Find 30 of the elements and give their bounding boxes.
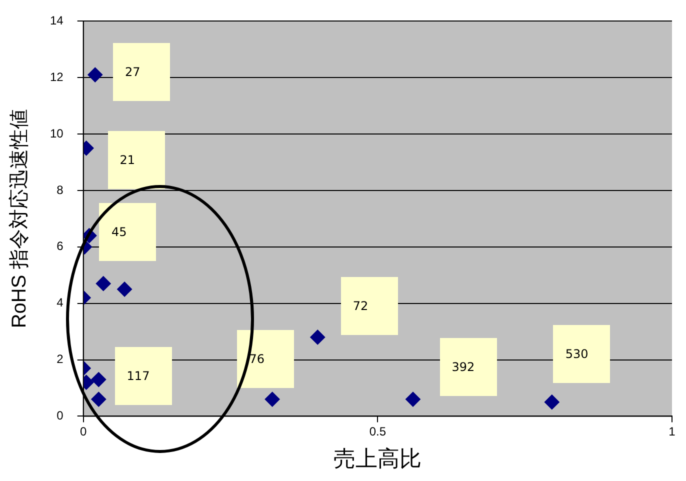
point (117, 282, 132, 297)
note-box: 45 (99, 202, 156, 261)
note-box: 21 (108, 130, 165, 189)
point (310, 330, 326, 345)
y-tick-label: 8 (56, 182, 64, 197)
y-tick-label: 10 (50, 126, 64, 140)
x-tick-label: 0 (80, 424, 88, 439)
x-axis-title: 売上高比 (334, 446, 422, 471)
note-box: 27 (113, 43, 170, 102)
y-tick-label: 4 (56, 296, 64, 310)
y-tick-label: 2 (56, 352, 64, 366)
point (88, 67, 103, 82)
point (91, 372, 106, 388)
y-tick-label: 6 (56, 239, 64, 254)
point (544, 394, 560, 410)
point (405, 392, 420, 407)
x-tick-label: 0.5 (369, 424, 386, 439)
point (91, 392, 106, 407)
y-tick-label: 0 (56, 408, 64, 423)
note-box: 76 (237, 330, 294, 388)
y-tick-label: 14 (50, 14, 64, 28)
note-box: 392 (440, 338, 497, 396)
note-box: 530 (553, 325, 610, 384)
y-axis-title: RoHS 指令対応迅速性値 (8, 109, 31, 328)
point (264, 392, 280, 407)
y-tick-label: 12 (50, 70, 64, 84)
point (96, 276, 111, 292)
note-box: 117 (114, 347, 172, 406)
x-tick-label: 1 (668, 424, 676, 439)
note-box: 72 (340, 277, 398, 336)
